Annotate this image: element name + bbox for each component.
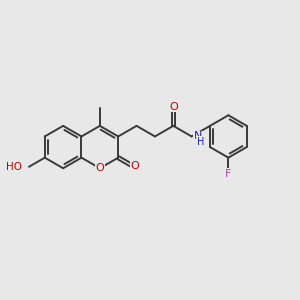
Text: O: O — [169, 101, 178, 112]
Text: O: O — [95, 163, 104, 173]
Text: F: F — [225, 169, 232, 179]
Text: O: O — [130, 161, 139, 171]
Text: N: N — [194, 131, 202, 142]
Text: H: H — [197, 137, 204, 147]
Text: HO: HO — [7, 162, 22, 172]
